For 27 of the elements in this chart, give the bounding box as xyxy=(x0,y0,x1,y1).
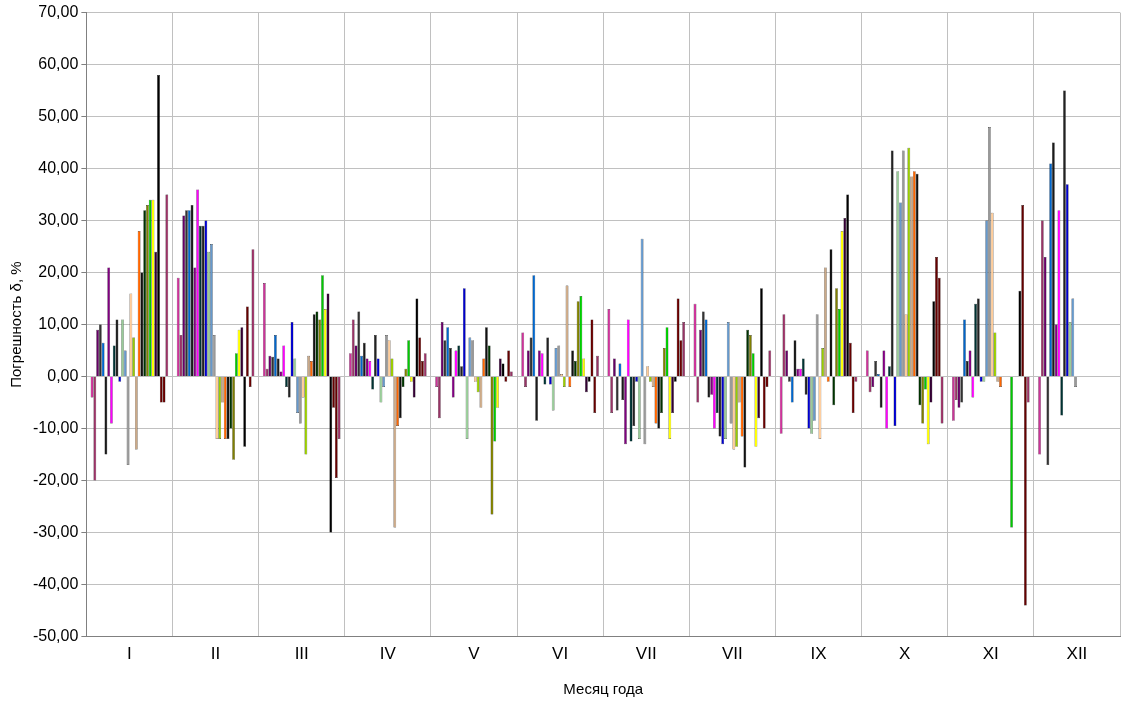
y-tick-label: -50,00 xyxy=(32,627,79,645)
y-tick-label: 40,00 xyxy=(38,159,79,177)
x-tick-label: III xyxy=(294,644,309,664)
y-tick-label: 50,00 xyxy=(38,107,79,125)
y-tick-label: 10,00 xyxy=(38,315,79,333)
y-tick-label: 70,00 xyxy=(38,3,79,21)
x-tick-label: IV xyxy=(379,644,397,664)
y-tick-label: 0,00 xyxy=(47,367,79,385)
y-tick-label: -30,00 xyxy=(32,523,79,541)
y-tick-label: -20,00 xyxy=(32,471,79,489)
y-tick-label: 60,00 xyxy=(38,55,79,73)
y-axis-title: Погрешность δ, % xyxy=(7,261,25,388)
y-tick-label: -10,00 xyxy=(32,419,79,437)
x-tick-label: I xyxy=(127,644,132,664)
x-tick-label: X xyxy=(898,644,911,664)
x-tick-label: V xyxy=(468,644,481,664)
y-tick-label: -40,00 xyxy=(32,575,79,593)
x-tick-label: IX xyxy=(810,644,827,664)
x-tick-label: VII xyxy=(635,644,657,664)
x-tick-label: XII xyxy=(1066,644,1088,664)
y-tick-label: 30,00 xyxy=(38,211,79,229)
x-tick-label: II xyxy=(210,644,221,664)
x-tick-label: XI xyxy=(982,644,999,664)
x-tick-label: VII xyxy=(721,644,743,664)
x-tick-label: VI xyxy=(552,644,569,664)
y-tick-label: 20,00 xyxy=(38,263,79,281)
x-axis-title: Месяц года xyxy=(563,680,644,698)
